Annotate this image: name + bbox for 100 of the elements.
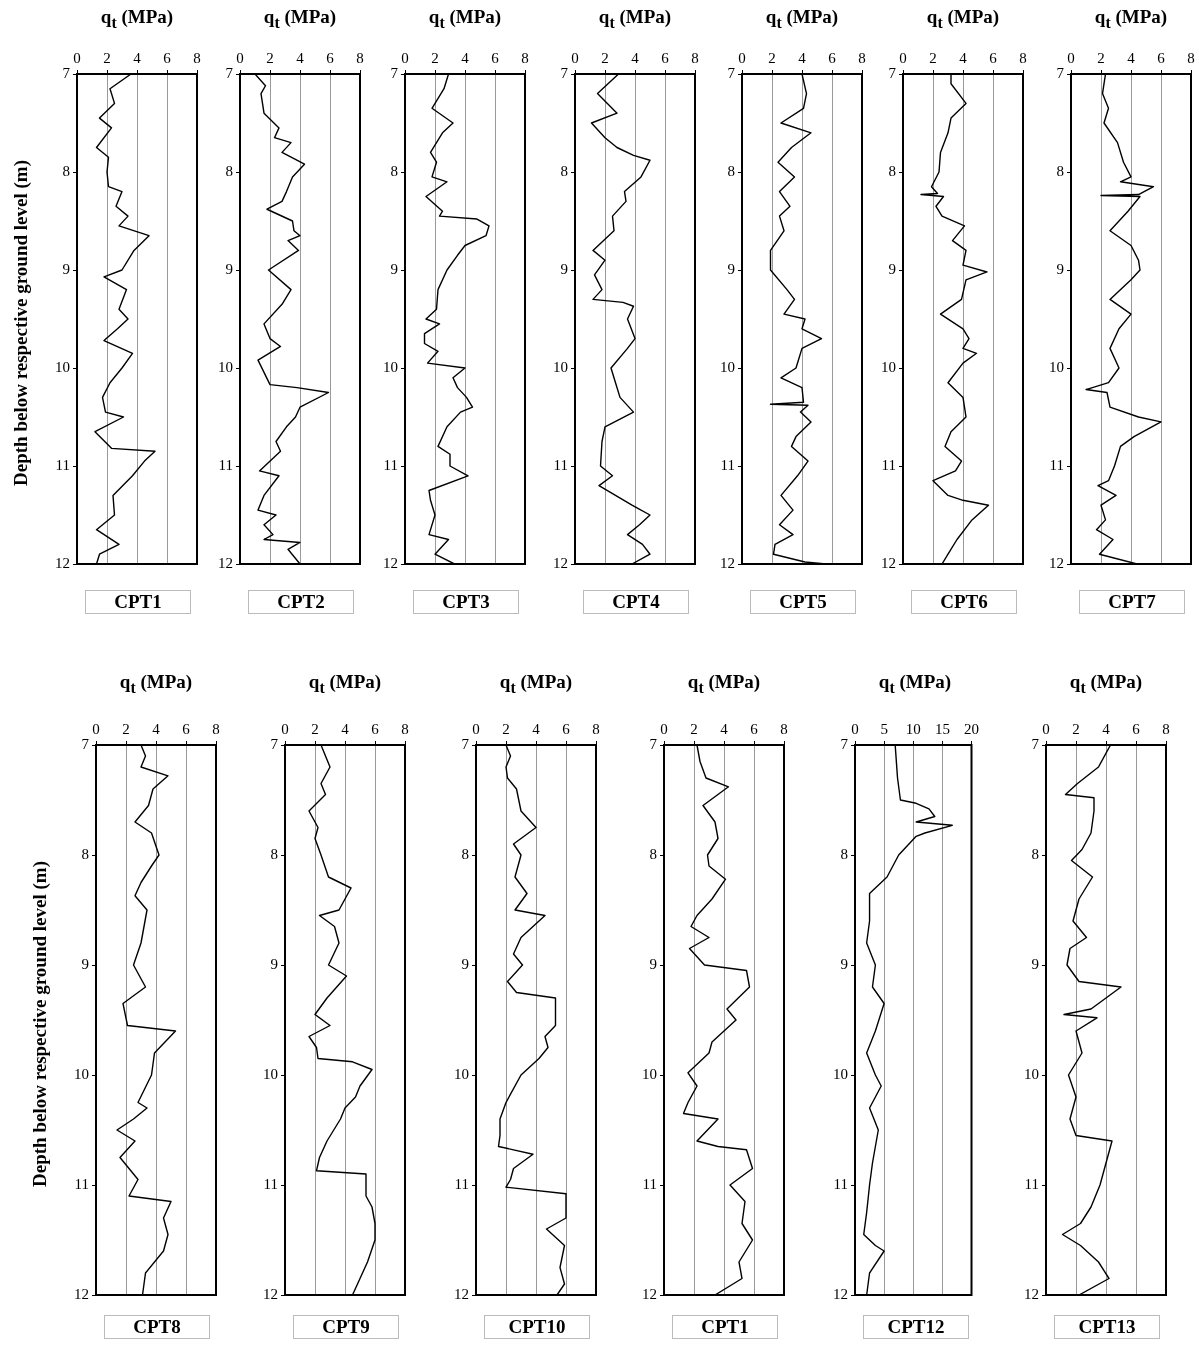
y-tick-label: 8	[840, 845, 848, 862]
x-axis-title: q$_{t}$ (MPa)	[1093, 6, 1169, 32]
text: CPT7	[1079, 590, 1185, 614]
x-tick-label: 6	[661, 49, 670, 66]
x-tick-label: 0	[899, 49, 907, 66]
y-tick-label: 11	[553, 456, 568, 473]
x-tick-label: 4	[631, 49, 640, 66]
y-tick-label: 9	[1056, 260, 1064, 277]
y-tick-label: 10	[218, 358, 233, 375]
y-tick-label: 12	[218, 554, 233, 571]
x-axis-title: q$_{t}$ (MPa)	[597, 6, 673, 32]
x-tick-label: 2	[103, 49, 111, 66]
y-tick-label: 8	[888, 162, 896, 179]
text: CPT12	[863, 1315, 969, 1339]
y-tick-label: 8	[390, 162, 398, 179]
x-tick-label: 2	[768, 49, 776, 66]
y-tick-label: 12	[642, 1285, 657, 1302]
x-tick-label: 6	[371, 720, 380, 737]
y-tick-label: 11	[218, 456, 233, 473]
y-tick-label: 8	[225, 162, 233, 179]
x-tick-label: 8	[401, 720, 409, 737]
y-tick-label: 8	[81, 845, 89, 862]
y-tick-label: 12	[263, 1285, 278, 1302]
x-tick-label: 4	[1102, 720, 1111, 737]
x-tick-label: 4	[959, 49, 968, 66]
x-axis-title: q$_{t}$ (MPa)	[307, 671, 383, 697]
x-tick-label: 2	[1072, 720, 1080, 737]
text: CPT10	[484, 1315, 590, 1339]
text: CPT9	[293, 1315, 399, 1339]
x-tick-label: 8	[356, 49, 364, 66]
y-tick-label: 9	[649, 955, 657, 972]
text: CPT1	[85, 590, 191, 614]
y-tick-label: 8	[270, 845, 278, 862]
x-tick-label: 6	[562, 720, 571, 737]
y-tick-label: 9	[225, 260, 233, 277]
x-tick-label: 5	[880, 720, 888, 737]
text: CPT8	[104, 1315, 210, 1339]
y-tick-label: 12	[74, 1285, 89, 1302]
y-tick-label: 10	[881, 358, 896, 375]
y-tick-label: 10	[383, 358, 398, 375]
x-tick-label: 6	[182, 720, 191, 737]
x-tick-label: 2	[1097, 49, 1105, 66]
y-tick-label: 8	[461, 845, 469, 862]
x-tick-label: 8	[1162, 720, 1170, 737]
x-axis-title: q$_{t}$ (MPa)	[686, 671, 762, 697]
y-tick-label: 10	[833, 1065, 848, 1082]
x-tick-label: 0	[660, 720, 668, 737]
y-tick-label: 7	[560, 64, 569, 81]
x-tick-label: 8	[193, 49, 201, 66]
x-tick-label: 8	[1187, 49, 1195, 66]
y-tick-label: 9	[888, 260, 896, 277]
y-tick-label: 7	[1031, 735, 1040, 752]
y-tick-label: 7	[649, 735, 658, 752]
y-tick-label: 11	[881, 456, 896, 473]
y-tick-label: 10	[553, 358, 568, 375]
x-axis-title: q$_{t}$ (MPa)	[99, 6, 175, 32]
x-tick-label: 20	[964, 720, 979, 737]
x-tick-label: 0	[571, 49, 579, 66]
y-tick-label: 9	[81, 955, 89, 972]
text: CPT3	[413, 590, 519, 614]
text: CPT5	[750, 590, 856, 614]
y-tick-label: 7	[62, 64, 71, 81]
x-tick-label: 6	[491, 49, 500, 66]
x-tick-label: 2	[266, 49, 274, 66]
x-tick-label: 4	[461, 49, 470, 66]
x-tick-label: 2	[929, 49, 937, 66]
y-tick-label: 12	[454, 1285, 469, 1302]
y-tick-label: 8	[560, 162, 568, 179]
y-tick-label: 11	[383, 456, 398, 473]
y-tick-label: 8	[1031, 845, 1039, 862]
x-tick-label: 8	[780, 720, 788, 737]
y-tick-label: 8	[727, 162, 735, 179]
y-tick-label: 12	[55, 554, 70, 571]
y-tick-label: 11	[55, 456, 70, 473]
y-tick-label: 7	[888, 64, 897, 81]
x-tick-label: 0	[73, 49, 81, 66]
x-tick-label: 2	[601, 49, 609, 66]
y-tick-label: 12	[1049, 554, 1064, 571]
y-tick-label: 10	[454, 1065, 469, 1082]
y-tick-label: 9	[461, 955, 469, 972]
x-axis-title: q$_{t}$ (MPa)	[925, 6, 1001, 32]
y-tick-label: 11	[833, 1175, 848, 1192]
y-tick-label: 7	[81, 735, 90, 752]
y-tick-label: 11	[642, 1175, 657, 1192]
x-tick-label: 2	[690, 720, 698, 737]
x-tick-label: 6	[828, 49, 837, 66]
x-axis-title: q$_{t}$ (MPa)	[764, 6, 840, 32]
y-tick-label: 11	[720, 456, 735, 473]
y-tick-label: 11	[1049, 456, 1064, 473]
y-tick-label: 9	[727, 260, 735, 277]
y-tick-label: 8	[1056, 162, 1064, 179]
x-tick-label: 8	[858, 49, 866, 66]
y-tick-label: 12	[833, 1285, 848, 1302]
y-tick-label: 12	[1024, 1285, 1039, 1302]
x-tick-label: 0	[738, 49, 746, 66]
x-tick-label: 4	[798, 49, 807, 66]
x-axis-title: q$_{t}$ (MPa)	[262, 6, 338, 32]
text: CPT6	[911, 590, 1017, 614]
x-tick-label: 0	[472, 720, 480, 737]
x-tick-label: 6	[1157, 49, 1166, 66]
